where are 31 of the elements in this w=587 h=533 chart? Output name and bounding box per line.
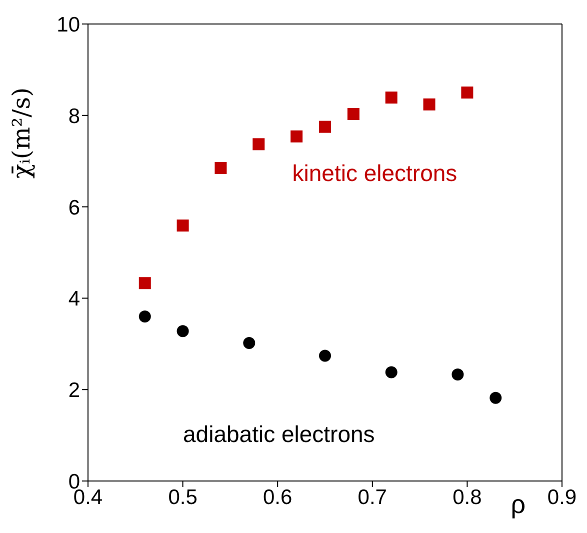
point	[319, 120, 331, 133]
y-tick-label: 6	[68, 196, 80, 220]
y-axis-title: χ̄ᵢ(m²/s)	[7, 88, 36, 178]
point	[290, 130, 303, 142]
point	[347, 108, 360, 120]
series-label: adiabatic electrons	[183, 421, 375, 448]
y-tick-label: 4	[68, 288, 80, 311]
point	[385, 366, 398, 378]
point	[214, 162, 227, 174]
x-tick-label: 0.6	[263, 486, 292, 509]
y-tick-label: 8	[68, 104, 80, 128]
point	[243, 336, 256, 349]
x-tick-label: 0.8	[452, 486, 482, 509]
x-tick-label: 0.7	[358, 486, 387, 509]
y-tick-label: 10	[56, 13, 80, 36]
point	[490, 392, 502, 404]
x-tick-label: 0.9	[547, 486, 577, 509]
point	[461, 86, 474, 99]
x-axis-title: ρ	[510, 489, 526, 520]
point	[452, 368, 464, 381]
point	[319, 350, 331, 362]
x-tick-label: 0.5	[168, 486, 198, 509]
point	[138, 310, 151, 322]
series-label: kinetic electrons	[292, 160, 458, 188]
point	[138, 277, 151, 290]
point	[423, 98, 436, 110]
point	[176, 220, 189, 232]
y-tick-label: 2	[68, 379, 80, 402]
point	[385, 92, 398, 104]
point	[252, 138, 265, 150]
point	[176, 325, 189, 338]
